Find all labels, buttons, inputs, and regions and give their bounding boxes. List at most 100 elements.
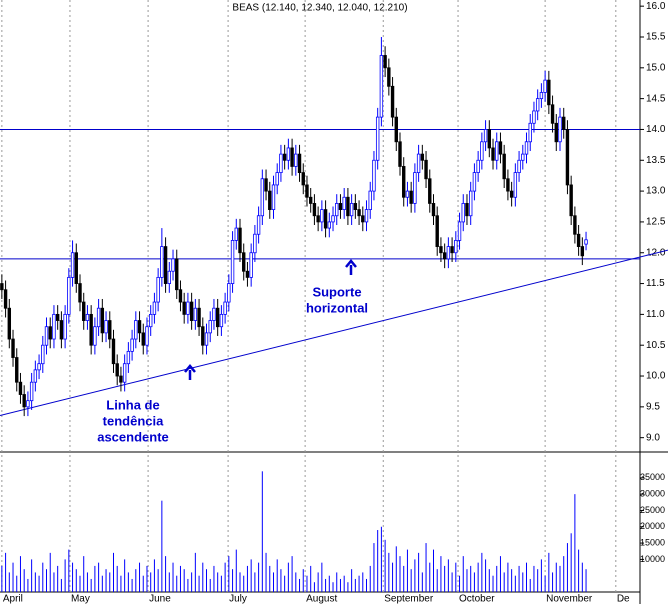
candle-body <box>346 196 350 217</box>
candle-body <box>297 153 302 174</box>
y-tick-label: 35000 <box>640 472 665 482</box>
candle-body <box>543 79 547 93</box>
candle-body <box>476 159 480 174</box>
candle-body <box>428 178 432 204</box>
candle-body <box>70 252 75 278</box>
candle-body <box>219 313 224 328</box>
candle-body <box>521 153 525 161</box>
candle-body <box>569 184 573 217</box>
candle-body <box>480 141 484 161</box>
candle-body <box>379 55 384 118</box>
candle-body <box>353 203 358 210</box>
x-tick-label: August <box>306 594 337 604</box>
candle-body <box>167 270 172 284</box>
candle-body <box>7 307 12 340</box>
candle-body <box>67 276 71 315</box>
candle-body <box>327 221 332 229</box>
candle-body <box>41 344 45 365</box>
candle-body <box>0 283 4 291</box>
candle-body <box>361 215 365 223</box>
candle-body <box>122 363 127 383</box>
candle-body <box>223 301 227 315</box>
candle-body <box>416 153 421 174</box>
candle-body <box>580 246 585 257</box>
candle-body <box>349 203 354 217</box>
candle-body <box>446 246 451 260</box>
candle-body <box>204 332 209 346</box>
candle-body <box>115 363 119 377</box>
candle-body <box>234 227 238 241</box>
candle-body <box>55 313 60 321</box>
y-tick-label: 10.0 <box>646 371 666 382</box>
candle-body <box>532 110 536 124</box>
candle-body <box>342 196 346 210</box>
candle-body <box>3 289 8 309</box>
candle-body <box>260 178 265 217</box>
candle-body <box>227 283 231 303</box>
candle-body <box>22 394 26 408</box>
candle-body <box>550 104 555 124</box>
candle-body <box>509 190 514 198</box>
y-tick-label: 9.0 <box>646 432 660 443</box>
y-tick-label: 13.0 <box>646 186 666 197</box>
candle-body <box>15 357 19 383</box>
arrow <box>345 259 357 275</box>
candle-body <box>182 301 186 315</box>
candle-body <box>85 313 90 321</box>
candle-body <box>402 166 406 198</box>
candle-body <box>387 67 391 87</box>
y-tick-label: 16.0 <box>646 1 666 12</box>
y-tick-label: 12.5 <box>646 217 666 228</box>
candle-body <box>338 203 343 210</box>
candle-body <box>301 172 305 186</box>
candle-body <box>565 129 570 186</box>
candle-body <box>163 246 168 284</box>
y-tick-label: 15000 <box>640 537 665 547</box>
y-tick-label: 10000 <box>640 554 665 564</box>
candle-body <box>137 320 142 334</box>
candle-body <box>335 203 339 217</box>
candle-body <box>320 209 324 223</box>
candle-body <box>331 215 335 223</box>
candle-body <box>256 215 261 235</box>
candle-body <box>208 320 212 334</box>
candle-body <box>398 141 402 167</box>
candle-body <box>230 240 235 284</box>
candle-body <box>513 172 518 198</box>
candle-body <box>372 159 376 192</box>
candle-body <box>89 313 93 346</box>
candle-body <box>468 190 473 217</box>
candle-body <box>409 190 413 204</box>
candle-body <box>264 178 268 192</box>
candle-body <box>82 301 86 321</box>
candle-body <box>465 203 469 217</box>
candle-body <box>156 276 160 303</box>
candle-body <box>294 153 298 167</box>
candle-body <box>487 129 492 149</box>
x-tick-label: November <box>546 594 593 604</box>
candle-body <box>502 153 506 180</box>
annotation: Suporte <box>312 284 361 299</box>
candle-body <box>178 289 183 303</box>
candle-body <box>171 258 175 272</box>
candle-body <box>197 307 201 328</box>
candle-body <box>108 320 112 340</box>
x-tick-label: April <box>3 594 23 604</box>
candle-body <box>279 153 283 174</box>
candle-body <box>152 301 157 315</box>
candle-body <box>364 209 369 223</box>
candle-body <box>312 203 317 217</box>
candle-body <box>48 326 52 340</box>
candle-body <box>119 375 123 383</box>
candle-body <box>145 326 149 346</box>
candle-body <box>33 369 38 383</box>
candle-body <box>201 326 205 346</box>
candle-body <box>584 239 588 245</box>
candle-body <box>450 246 454 254</box>
y-tick-label: 15.5 <box>646 32 666 43</box>
y-tick-label: 11.0 <box>646 309 665 320</box>
candle-body <box>282 153 287 161</box>
candle-body <box>554 122 558 143</box>
annotation: tendência <box>103 413 164 428</box>
